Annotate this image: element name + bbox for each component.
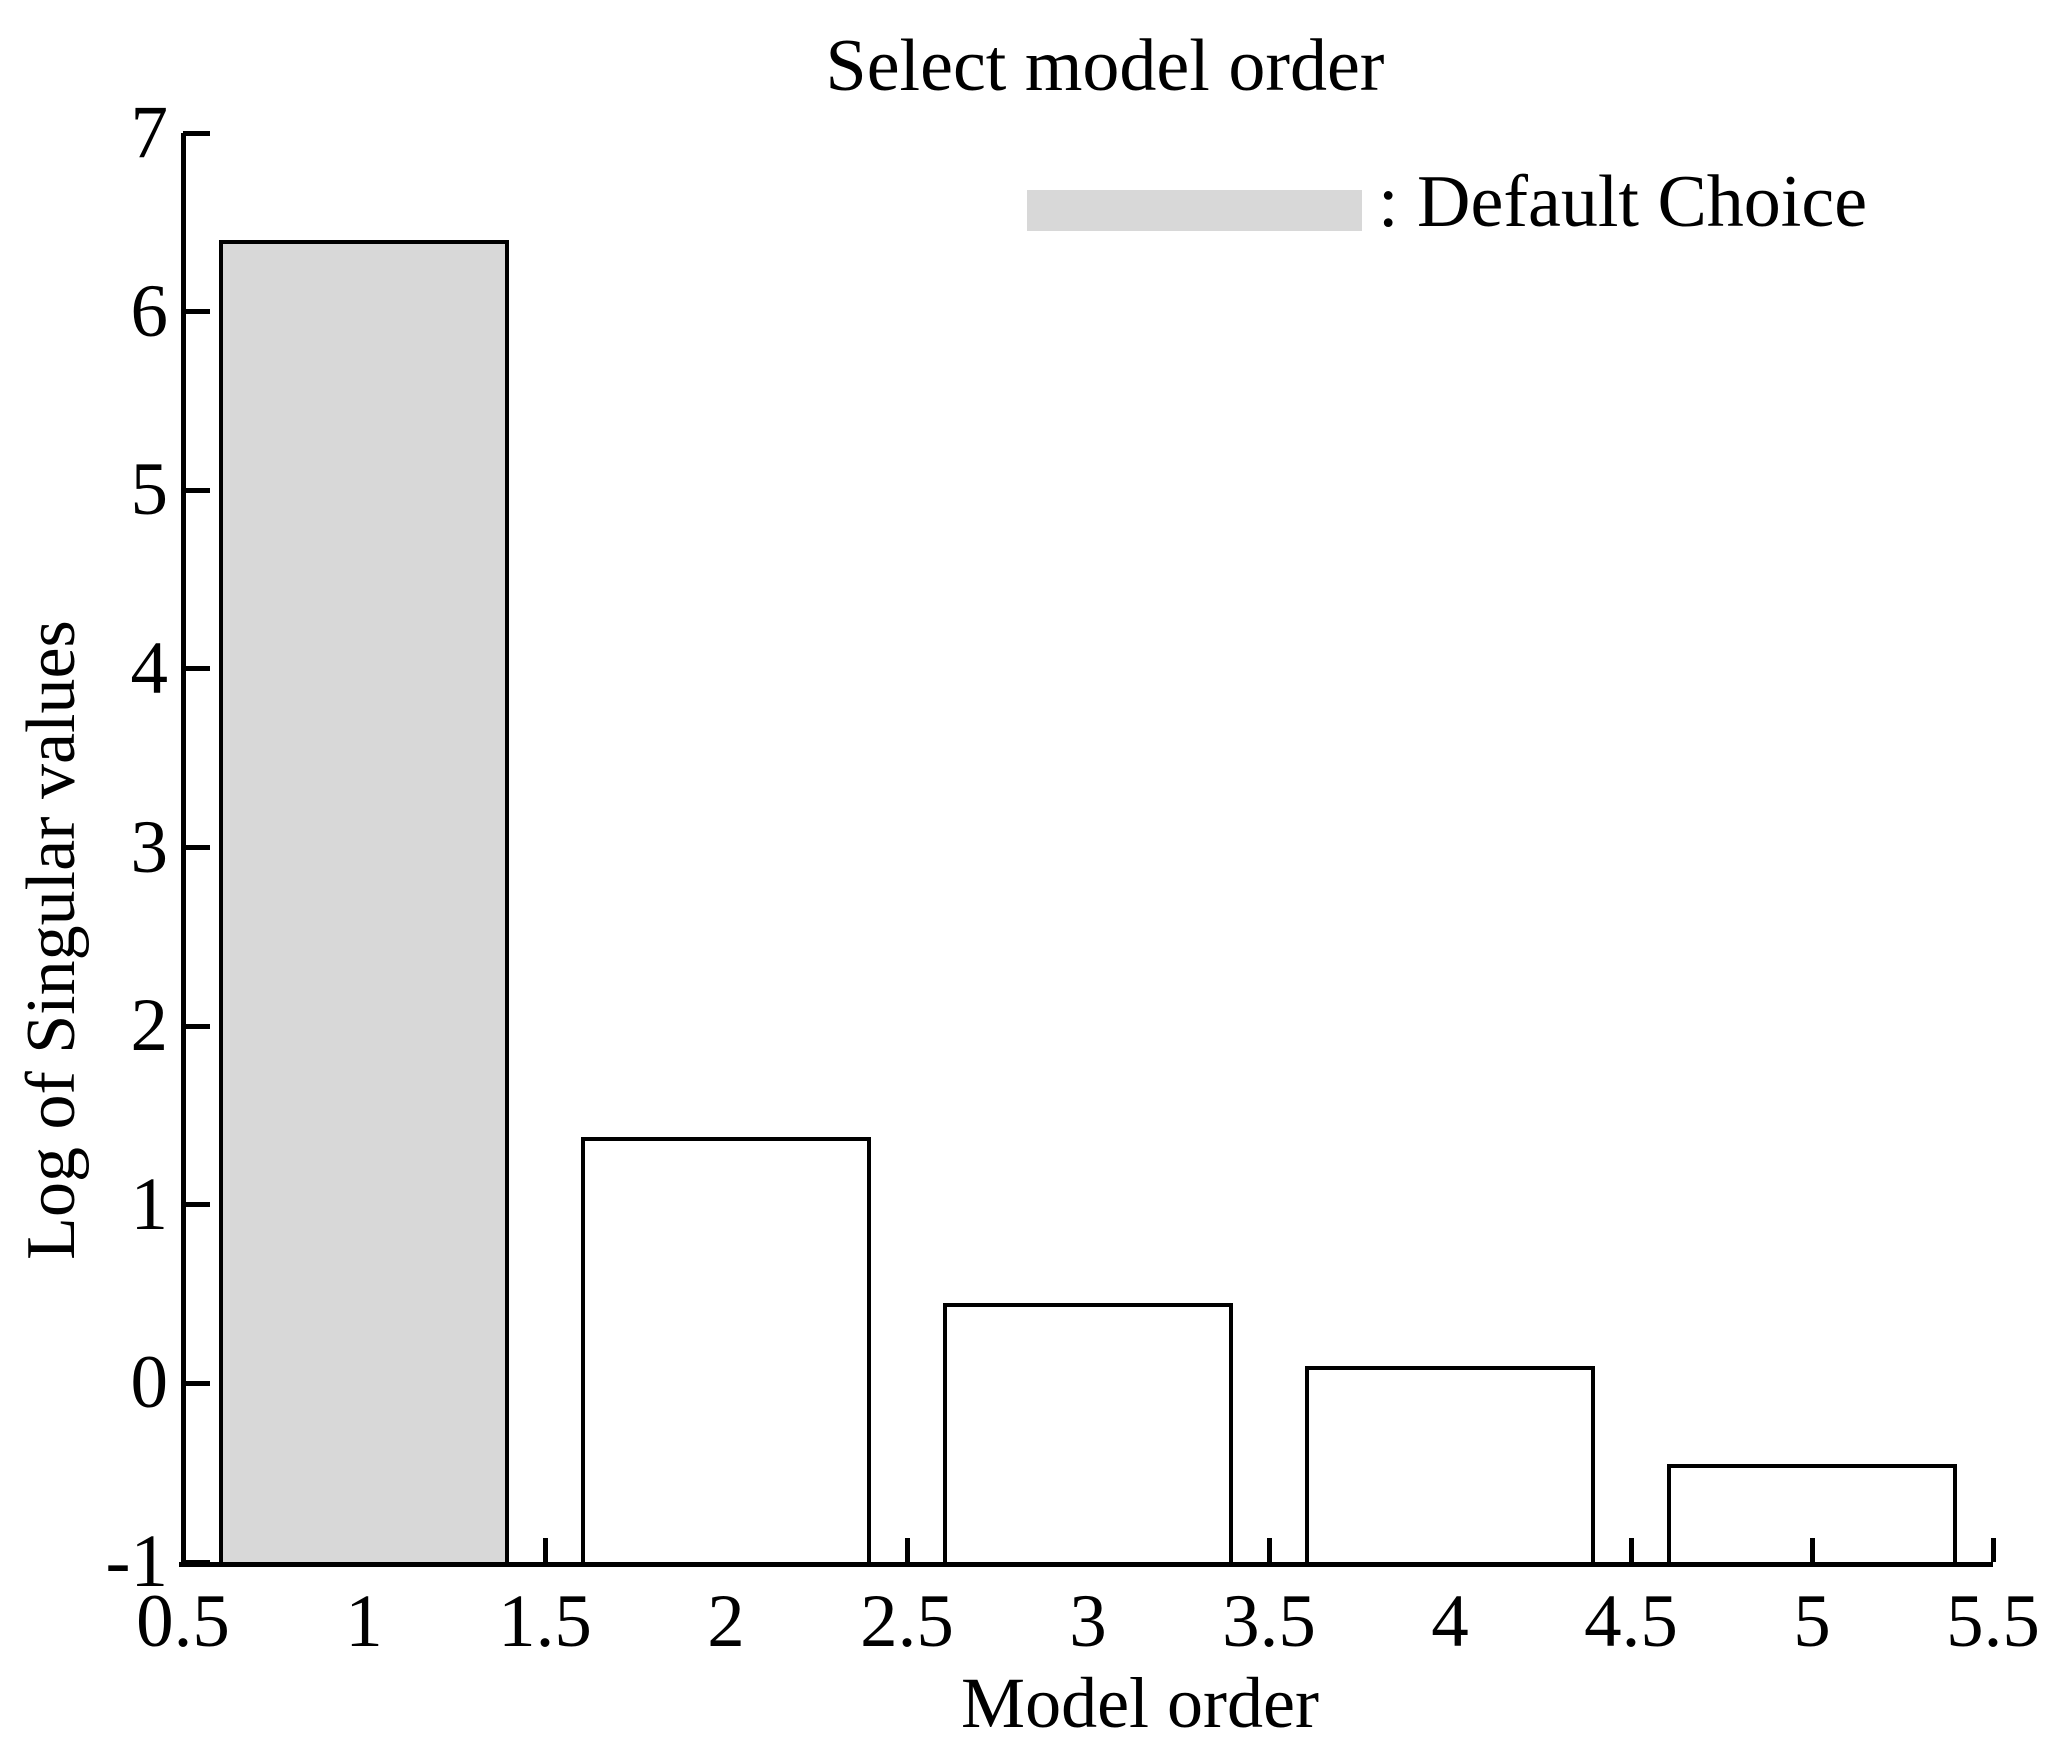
y-tick-mark — [183, 1202, 210, 1208]
bar-model-order-3[interactable] — [943, 1302, 1233, 1562]
x-tick-mark — [904, 1538, 910, 1562]
legend-label: : Default Choice — [1378, 161, 1868, 243]
x-tick-mark — [1990, 1538, 1996, 1562]
y-tick-mark — [183, 130, 210, 136]
x-tick-label: 1 — [345, 1580, 383, 1663]
x-tick-mark — [180, 1538, 186, 1562]
x-tick-mark — [1628, 1538, 1634, 1562]
y-tick-mark — [183, 1559, 210, 1565]
y-tick-label: 0 — [130, 1341, 169, 1425]
y-tick-mark — [183, 666, 210, 672]
x-tick-label: 4.5 — [1584, 1580, 1678, 1663]
x-tick-label: 0.5 — [136, 1580, 230, 1663]
y-axis-line — [181, 133, 186, 1567]
x-tick-label: 1.5 — [498, 1580, 592, 1663]
y-tick-label: 5 — [130, 448, 169, 532]
x-tick-label: 3.5 — [1222, 1580, 1316, 1663]
y-tick-label: 7 — [130, 91, 169, 174]
y-tick-label: 3 — [130, 805, 169, 889]
bar-model-order-1[interactable] — [219, 240, 509, 1562]
y-tick-label: 2 — [130, 984, 169, 1068]
bar-model-order-4[interactable] — [1305, 1365, 1595, 1562]
y-tick-mark — [183, 845, 210, 850]
y-tick-mark — [183, 1380, 210, 1386]
x-tick-mark — [1809, 1538, 1815, 1562]
x-tick-label: 2.5 — [860, 1580, 954, 1663]
y-tick-mark — [183, 309, 210, 315]
x-tick-label: 3 — [1069, 1580, 1107, 1663]
y-tick-label: 1 — [130, 1162, 169, 1246]
y-axis-label: Log of Singular values — [13, 620, 90, 1260]
x-tick-label: 5.5 — [1946, 1580, 2040, 1663]
y-tick-label: 6 — [130, 269, 169, 353]
y-tick-label: 4 — [130, 626, 169, 710]
legend-swatch — [1027, 190, 1362, 231]
x-tick-mark — [542, 1538, 548, 1562]
y-tick-label: -1 — [105, 1520, 168, 1603]
x-tick-label: 2 — [707, 1580, 745, 1663]
bar-model-order-2[interactable] — [581, 1136, 871, 1562]
x-axis-line — [179, 1562, 1993, 1567]
x-tick-label: 5 — [1793, 1580, 1831, 1663]
chart-title: Select model order — [825, 25, 1385, 107]
x-tick-label: 4 — [1431, 1580, 1469, 1663]
x-axis-label: Model order — [961, 1663, 1319, 1743]
y-tick-mark — [183, 487, 210, 493]
x-tick-mark — [1266, 1538, 1272, 1562]
y-tick-mark — [183, 1023, 210, 1029]
